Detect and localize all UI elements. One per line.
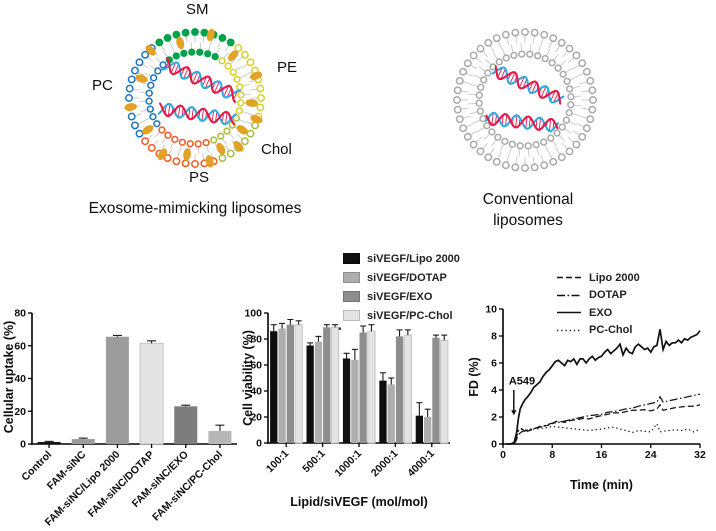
legend-label: EXO xyxy=(589,306,613,319)
dotap-swatch xyxy=(343,272,360,283)
svg-text:16: 16 xyxy=(596,449,608,461)
label-pe: PE xyxy=(277,59,298,76)
svg-text:100: 100 xyxy=(244,308,262,320)
dashed-line-sample xyxy=(557,276,581,279)
svg-text:Cell viability (%): Cell viability (%) xyxy=(241,330,255,426)
svg-text:Time (min): Time (min) xyxy=(570,478,633,492)
svg-text:A549: A549 xyxy=(509,376,535,388)
svg-text:0: 0 xyxy=(256,438,262,450)
legend-label: siVEGF/DOTAP xyxy=(367,271,447,284)
svg-text:20: 20 xyxy=(14,406,26,418)
legend-label: siVEGF/EXO xyxy=(367,290,433,303)
legend-item-sivegf-dotap: siVEGF/DOTAP xyxy=(343,268,460,287)
legend-item-sivegf-lipo2000: siVEGF/Lipo 2000 xyxy=(343,249,460,268)
svg-text:Lipid/siVEGF (mol/mol): Lipid/siVEGF (mol/mol) xyxy=(290,495,428,509)
svg-text:FD (%): FD (%) xyxy=(467,357,481,397)
caption-conventional-liposomes: Conventional liposomes xyxy=(482,191,574,229)
svg-text:0: 0 xyxy=(500,449,506,461)
legend-label: Lipo 2000 xyxy=(589,271,640,284)
cell-viability-chart: 0 20 40 60 80 100 100:1 500:1 1000:1 2000:1 4000:1… xyxy=(241,308,450,509)
label-chol: Chol xyxy=(261,141,292,158)
legend-label: siVEGF/PC-Chol xyxy=(367,309,453,322)
dotted-line-sample xyxy=(557,329,581,332)
svg-text:80: 80 xyxy=(14,308,26,320)
legend-label: DOTAP xyxy=(589,289,627,302)
solid-line-sample xyxy=(557,311,581,314)
svg-text:2: 2 xyxy=(491,412,497,424)
svg-text:6: 6 xyxy=(491,358,497,370)
conventional-liposome-diagram xyxy=(453,28,597,172)
legend-item-lipo2000: Lipo 2000 xyxy=(556,269,640,287)
svg-text:500:1: 500:1 xyxy=(300,448,328,476)
dashdot-line-sample xyxy=(557,294,581,297)
legend-item-exo: EXO xyxy=(556,304,640,322)
svg-text:8: 8 xyxy=(549,449,555,461)
legend-item-dotap: DOTAP xyxy=(556,287,640,305)
label-sm: SM xyxy=(186,1,209,18)
svg-text:60: 60 xyxy=(250,360,262,372)
exosome-liposome-diagram xyxy=(124,28,265,168)
svg-text:4000:1: 4000:1 xyxy=(405,448,437,480)
svg-text:Cellular uptake (%): Cellular uptake (%) xyxy=(2,321,16,434)
fd-legend: Lipo 2000 DOTAP EXO PC-Chol xyxy=(556,269,640,339)
svg-text:1000:1: 1000:1 xyxy=(333,448,365,480)
legend-label: PC-Chol xyxy=(589,324,633,337)
svg-text:0: 0 xyxy=(20,439,26,451)
legend-item-pcchol: PC-Chol xyxy=(556,322,640,340)
svg-text:32: 32 xyxy=(694,449,706,461)
svg-text:24: 24 xyxy=(645,449,657,461)
exo-swatch xyxy=(343,291,360,302)
viability-legend: siVEGF/Lipo 2000 siVEGF/DOTAP siVEGF/EXO… xyxy=(343,249,460,325)
label-ps: PS xyxy=(189,169,210,186)
svg-text:40: 40 xyxy=(250,386,262,398)
pcchol-swatch xyxy=(343,310,360,321)
svg-text:20: 20 xyxy=(250,412,262,424)
lipo2000-swatch xyxy=(343,253,360,264)
svg-text:60: 60 xyxy=(14,340,26,352)
svg-text:4: 4 xyxy=(491,385,497,397)
legend-item-sivegf-exo: siVEGF/EXO xyxy=(343,287,460,306)
svg-text:40: 40 xyxy=(14,373,26,385)
legend-label: siVEGF/Lipo 2000 xyxy=(367,252,460,265)
legend-item-sivegf-pcchol: siVEGF/PC-Chol xyxy=(343,306,460,325)
svg-text:2000:1: 2000:1 xyxy=(369,448,401,480)
svg-text:100:1: 100:1 xyxy=(264,448,292,476)
label-pc: PC xyxy=(92,77,113,94)
svg-text:80: 80 xyxy=(250,334,262,346)
svg-text:0: 0 xyxy=(491,439,497,451)
svg-text:10: 10 xyxy=(485,304,497,316)
caption-exosome-liposomes: Exosome-mimicking liposomes xyxy=(88,200,302,217)
svg-text:8: 8 xyxy=(491,331,497,343)
